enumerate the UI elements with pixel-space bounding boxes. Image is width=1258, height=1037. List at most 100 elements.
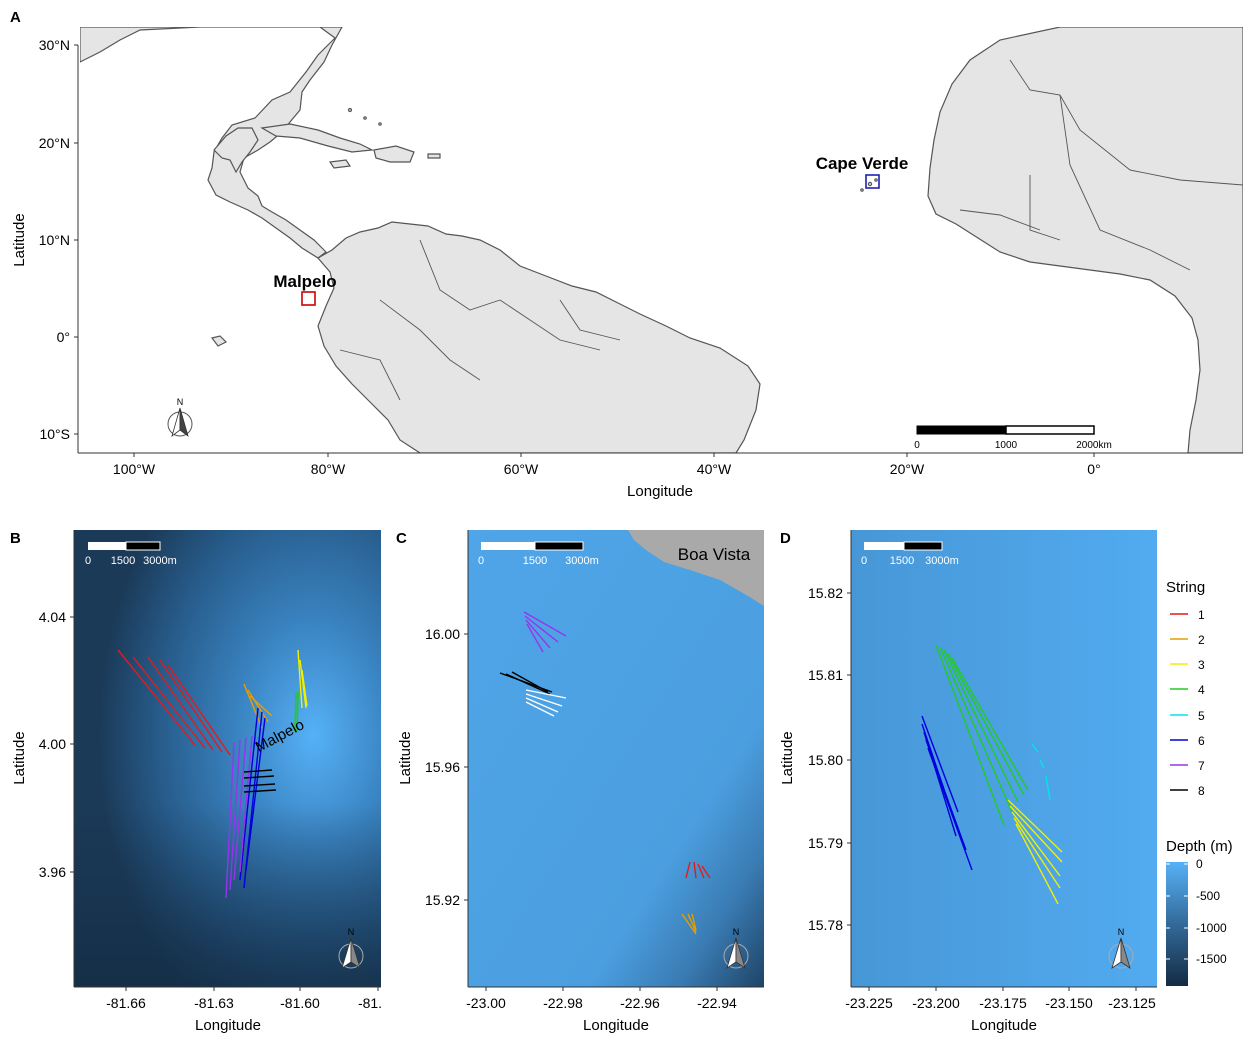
- scalebar-label: 3000m: [925, 555, 959, 567]
- string-line: [525, 619, 551, 649]
- panel-c-x-ticks: -23.00 -22.98 -22.96 -22.94: [466, 995, 737, 1011]
- x-tick-label: -22.98: [543, 995, 583, 1011]
- string-line: [247, 689, 269, 723]
- string-line: [1009, 805, 1063, 863]
- string-line: [505, 673, 551, 695]
- land-cuba: [260, 123, 375, 153]
- depth-tick-label: -1000: [1196, 921, 1227, 935]
- legend-item: 5: [1170, 709, 1205, 723]
- landmass-group: [80, 27, 1243, 453]
- x-tick-label: 0°: [1087, 461, 1100, 477]
- x-tick-label: -23.125: [1108, 995, 1156, 1011]
- string-line: [243, 775, 275, 779]
- string-line: [525, 689, 567, 699]
- string-line: [147, 656, 214, 751]
- panel-d-axes: [847, 530, 1157, 991]
- string-line: [525, 697, 559, 713]
- string-line: [525, 701, 555, 717]
- string-line: [927, 747, 973, 871]
- scalebar-label: 1500: [890, 555, 914, 567]
- string-line: [249, 695, 273, 717]
- string-7-lines: [225, 735, 253, 899]
- land-north-central-america: [80, 27, 343, 259]
- x-tick-label: -23.175: [979, 995, 1027, 1011]
- y-tick-label: 3.96: [39, 864, 66, 880]
- boa-vista-island: [628, 530, 764, 606]
- string-line: [239, 735, 253, 873]
- north-arrow-label: N: [177, 397, 184, 407]
- scalebar-label: 1000: [995, 440, 1018, 451]
- string-line: [935, 644, 1005, 826]
- x-tick-label: -81.60: [280, 995, 320, 1011]
- panel-d-ylabel: Latitude: [779, 731, 796, 784]
- panel-label-a: A: [10, 9, 21, 26]
- panel-a-y-ticks: 30°N 20°N 10°N 0° 10°S: [39, 37, 70, 442]
- string-line: [701, 865, 711, 879]
- legend-item: 8: [1170, 784, 1205, 798]
- string-line: [691, 913, 697, 931]
- y-tick-label: 4.04: [39, 609, 66, 625]
- legend-label: 7: [1198, 759, 1205, 773]
- land-cape-verde-islands: [867, 181, 873, 187]
- y-tick-label: 10°S: [39, 426, 70, 442]
- string-1-lines: [117, 649, 231, 756]
- string-7-lines: [523, 611, 567, 653]
- string-line: [1039, 759, 1045, 769]
- legend-item: 3: [1170, 658, 1205, 672]
- string-line: [524, 615, 559, 643]
- string-legend-title: String: [1166, 579, 1205, 596]
- y-tick-label: 15.81: [808, 667, 843, 683]
- panel-a-x-ticks: 100°W 80°W 60°W 40°W 20°W 0°: [113, 461, 1101, 477]
- depth-legend: Depth (m) 0 -500 -1000 -1500: [1166, 838, 1233, 986]
- x-tick-label: -22.96: [620, 995, 660, 1011]
- string-line: [951, 657, 1029, 791]
- string-line: [1011, 811, 1061, 877]
- legend-label: 5: [1198, 709, 1205, 723]
- land-galapagos: [210, 335, 228, 347]
- string-line: [243, 789, 277, 793]
- string-line: [526, 623, 544, 653]
- x-tick-label: 20°W: [890, 461, 925, 477]
- legend-item: 2: [1170, 633, 1205, 647]
- x-tick-label: -22.94: [697, 995, 737, 1011]
- panel-c-map: Boa Vista: [468, 530, 764, 987]
- legend-item: 6: [1170, 734, 1205, 748]
- panel-a-xlabel: Longitude: [627, 483, 693, 500]
- legend-label: 6: [1198, 734, 1205, 748]
- string-1-lines: [685, 861, 711, 879]
- legend-item: 4: [1170, 683, 1205, 697]
- boa-vista-label: Boa Vista: [678, 545, 751, 564]
- string-line: [245, 717, 266, 871]
- cape-verde-site-marker: [865, 174, 880, 189]
- string-line: [939, 646, 1013, 813]
- land-puerto-rico: [427, 153, 441, 159]
- cape-verde-site-label: Cape Verde: [816, 154, 909, 173]
- scalebar-label: 3000m: [565, 555, 599, 567]
- panel-d-y-ticks: 15.82 15.81 15.80 15.79 15.78: [808, 585, 843, 933]
- depth-colorbar: [1166, 862, 1188, 986]
- y-tick-label: 4.00: [39, 736, 66, 752]
- scalebar-label: 1500: [523, 555, 547, 567]
- panel-b-y-ticks: 4.04 4.00 3.96: [39, 609, 66, 880]
- legend-label: 2: [1198, 633, 1205, 647]
- land-south-america: [317, 221, 761, 453]
- string-line: [525, 693, 563, 707]
- legend-label: 4: [1198, 683, 1205, 697]
- land-africa: [927, 27, 1243, 453]
- y-tick-label: 15.92: [425, 892, 460, 908]
- panel-b-axes: [70, 530, 381, 991]
- scalebar-label: 0: [914, 440, 920, 451]
- x-tick-label: -81.: [358, 995, 382, 1011]
- y-tick-label: 10°N: [39, 232, 70, 248]
- x-tick-label: 100°W: [113, 461, 156, 477]
- string-line: [1031, 743, 1039, 753]
- string-line: [297, 649, 303, 709]
- string-line: [947, 653, 1025, 796]
- y-tick-label: 15.82: [808, 585, 843, 601]
- string-4-lines: [294, 691, 299, 733]
- string-2-lines: [681, 913, 697, 935]
- string-line: [294, 691, 297, 733]
- panel-d-map: 0 1500 3000m N: [851, 530, 1157, 987]
- string-6-lines: [921, 715, 973, 871]
- y-tick-label: 15.78: [808, 917, 843, 933]
